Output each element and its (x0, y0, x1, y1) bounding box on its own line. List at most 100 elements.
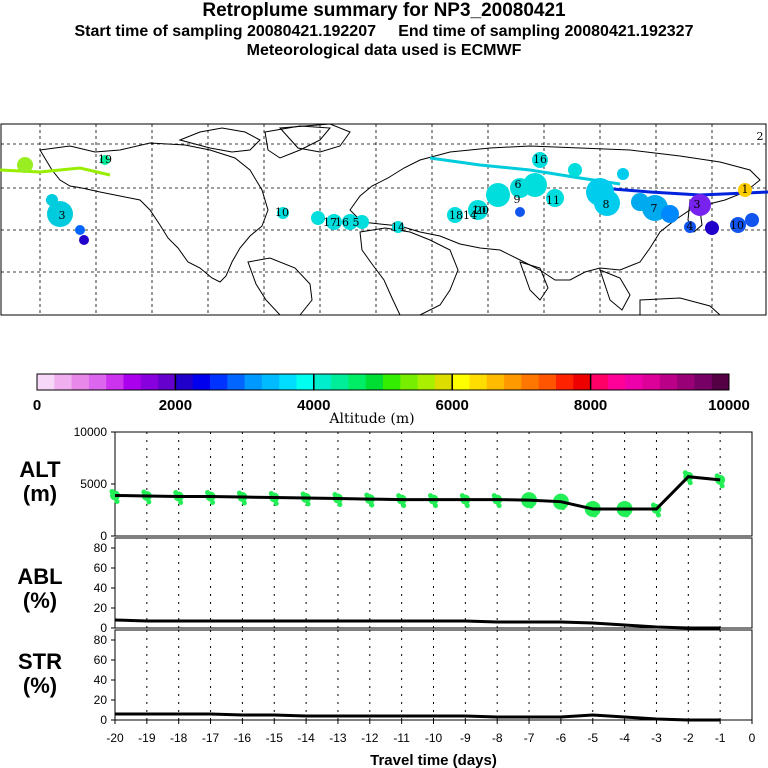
colorbar-cell (521, 374, 540, 390)
x-tick-label: -16 (234, 731, 252, 745)
colorbar-cell (261, 374, 280, 390)
altitude-plume-marker (655, 512, 661, 518)
colorbar-cell (140, 374, 159, 390)
map-graticule (1, 124, 766, 315)
plume-day-label: 18 (449, 209, 463, 222)
colorbar-cell (434, 374, 453, 390)
altitude-plume-marker (496, 503, 502, 509)
altitude-plume-marker (305, 501, 311, 507)
y-tick-label: 80 (94, 541, 108, 555)
series-line-0 (114, 475, 721, 511)
altitude-plume-marker (624, 512, 630, 518)
altitude-plume-marker (369, 502, 375, 508)
abl-panel-label: ABL (%) (4, 565, 76, 613)
x-tick-label: -20 (106, 731, 124, 745)
colorbar-cell (210, 374, 228, 390)
x-tick-label: -9 (460, 731, 471, 745)
colorbar-cell (677, 374, 695, 390)
plume-day-label: 19 (98, 153, 112, 166)
altitude-plume-marker (719, 483, 725, 489)
panel-frame (114, 537, 753, 629)
altitude-plume-marker (433, 503, 438, 509)
str-panel-label: STR (%) (4, 650, 76, 698)
colorbar-cell (54, 374, 73, 390)
panel-1: 80 60 40 20 0 (94, 537, 753, 635)
colorbar-cell (106, 374, 124, 390)
title-block: Retroplume summary for NP3_20080421 Star… (0, 0, 768, 60)
colorbar-cell (331, 374, 349, 390)
colorbar-cell (469, 374, 488, 390)
altitude-plume-marker (523, 493, 529, 499)
y-tick-label: 20 (94, 601, 108, 615)
colorbar-cell (244, 374, 263, 390)
sampling-times: Start time of sampling 20080421.192207 E… (74, 23, 694, 40)
x-tick-label: -10 (425, 731, 443, 745)
alt-panel-label: ALT (m) (4, 458, 76, 506)
y-tick-label: 0 (100, 529, 107, 543)
altitude-plume-marker (401, 503, 407, 509)
altitude-plume-marker (268, 491, 274, 497)
altitude-plume-marker (178, 499, 184, 505)
altitude-plume-marker (428, 493, 433, 499)
colorbar-cell (590, 374, 609, 390)
colorbar-cell (417, 374, 436, 390)
series-line-2 (115, 712, 721, 722)
panel-0: 10000 5000 0 (74, 425, 753, 543)
colorbar-cell (573, 374, 592, 390)
altitude-plume-marker (273, 501, 279, 507)
plume-day-label: 14 (463, 209, 477, 222)
x-tick-label: -15 (266, 731, 284, 745)
altitude-plume-marker (587, 502, 593, 508)
altitude-plume-marker (364, 492, 370, 498)
y-tick-label: 10000 (74, 425, 108, 439)
altitude-plume-marker (109, 488, 115, 494)
colorbar-cell (279, 374, 297, 390)
colorbar-cell (625, 374, 643, 390)
altitude-plume-marker (332, 492, 338, 498)
altitude-plume-marker (459, 493, 465, 499)
alt-label-line1: ALT (19, 457, 61, 482)
x-tick-label: -14 (297, 731, 315, 745)
plume-day-label: 6 (515, 178, 522, 191)
plume-day-label: 8 (603, 198, 610, 211)
plume-day-label: 4 (687, 220, 694, 233)
altitude-plume-marker (236, 490, 242, 496)
x-tick-label: -18 (170, 731, 188, 745)
x-tick-label: -7 (524, 731, 535, 745)
str-label-line2: (%) (22, 673, 58, 698)
plume-day-label: 10 (472, 204, 486, 217)
plume-day-label: 1 (742, 183, 749, 196)
altitude-plume-marker (173, 489, 179, 495)
altitude-plume-marker (682, 470, 688, 476)
x-tick-label: -17 (202, 731, 220, 745)
colorbar-cell (642, 374, 661, 390)
y-tick-label: 80 (94, 633, 108, 647)
altitude-plume-marker (592, 512, 598, 518)
colorbar-cell (694, 374, 713, 390)
altitude-colorbar: 0 2000 4000 6000 8000 10000 Altitude (m) (33, 373, 750, 427)
plume-day-label: 16 (335, 216, 349, 229)
colorbar-cell (556, 374, 574, 390)
colorbar-ticks: 0 2000 4000 6000 8000 10000 (33, 374, 750, 414)
map-frame (0, 123, 767, 316)
colorbar-cell (383, 374, 401, 390)
plume-day-label: 10 (730, 219, 744, 232)
colorbar-cell (348, 374, 367, 390)
colorbar-cell (504, 374, 522, 390)
y-tick-label: 60 (94, 653, 108, 667)
panel-frame (114, 629, 753, 721)
altitude-plume-marker (241, 500, 247, 506)
altitude-plume-marker (114, 498, 120, 504)
y-tick-label: 40 (94, 581, 108, 595)
colorbar-cell (175, 374, 194, 390)
alt-label-line2: (m) (22, 481, 58, 506)
altitude-plume-marker (491, 493, 497, 499)
colorbar-cell (452, 374, 470, 390)
altitude-plume-marker (528, 503, 534, 509)
x-tick-label: -13 (329, 731, 347, 745)
altitude-plume-marker (337, 502, 343, 508)
